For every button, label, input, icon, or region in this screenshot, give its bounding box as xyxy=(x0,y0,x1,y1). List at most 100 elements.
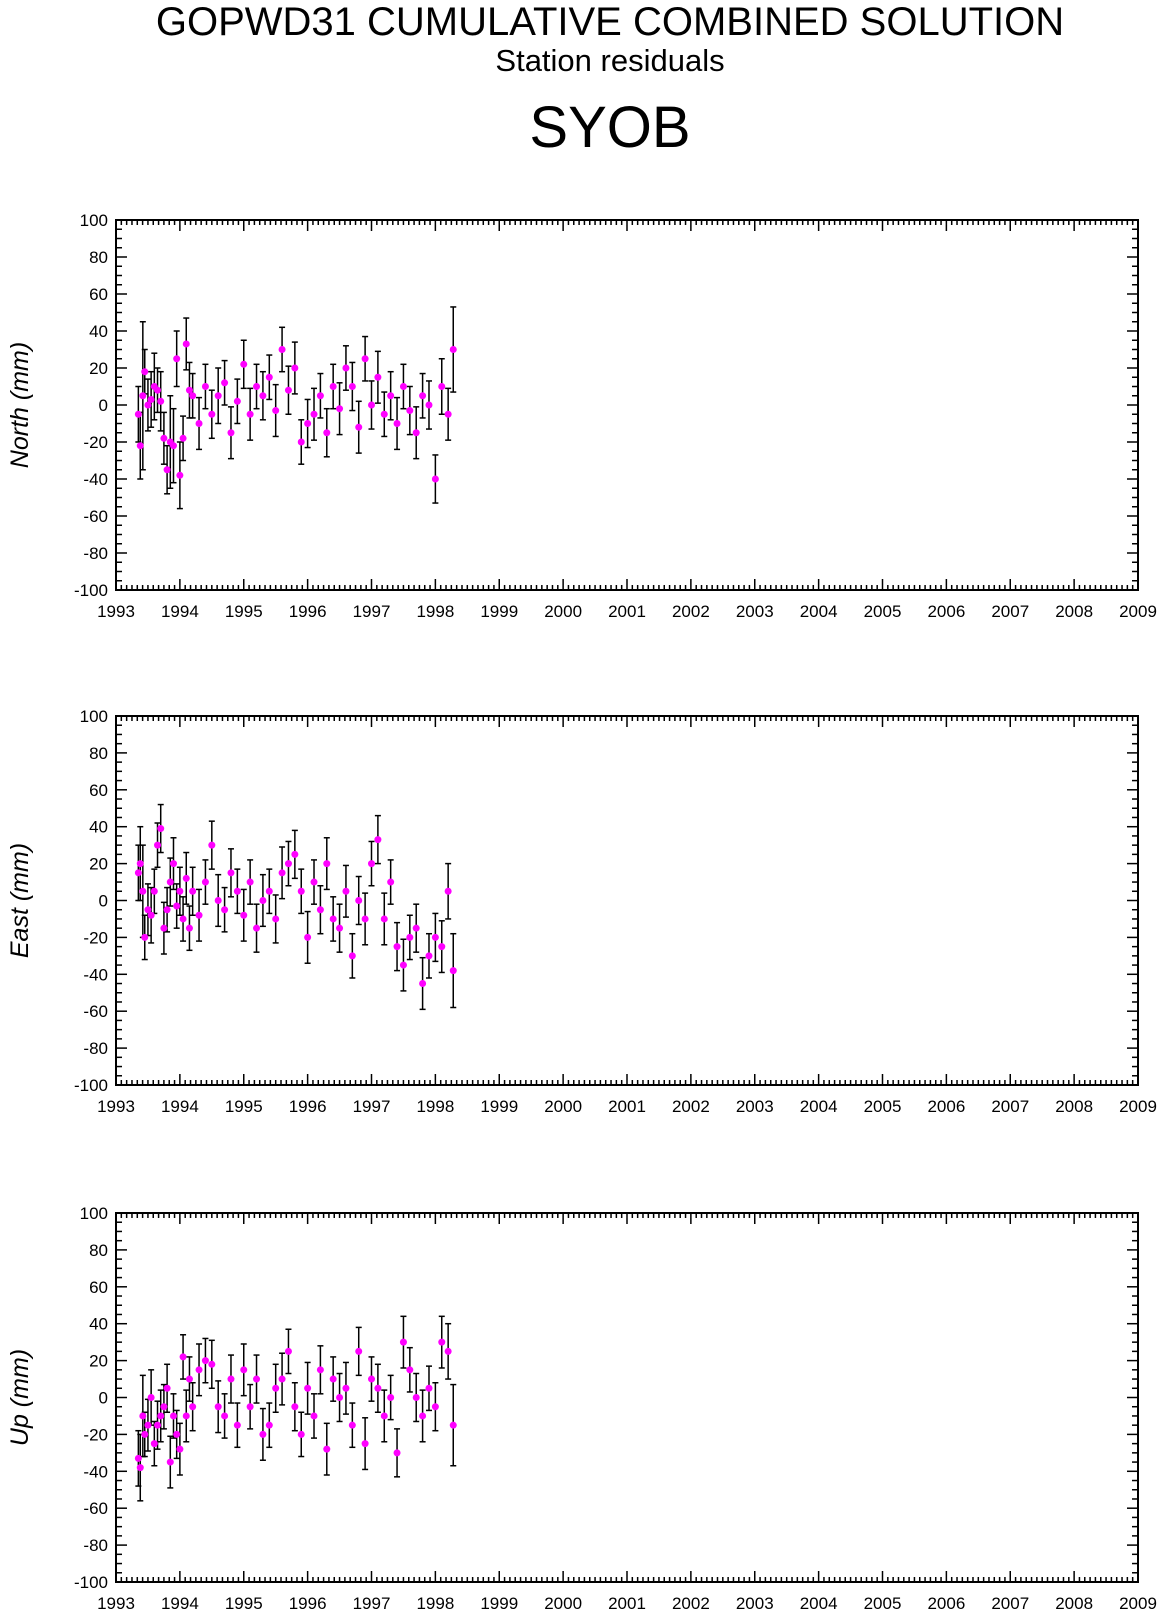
data-point xyxy=(399,383,407,390)
y-tick-label: -60 xyxy=(83,1499,108,1518)
data-point xyxy=(323,429,331,437)
data-point xyxy=(173,1430,181,1438)
data-point xyxy=(355,1347,363,1355)
chart-panel-0: 100 80 60 40 20 0 -20 -40 -60 -80 -100 1993 1994 1995… xyxy=(6,211,1157,621)
x-tick-label: 1994 xyxy=(161,1097,199,1116)
data-point xyxy=(141,1430,149,1438)
data-point xyxy=(208,410,216,418)
data-point xyxy=(297,887,305,895)
data-point xyxy=(291,364,299,372)
x-tick-label: 1993 xyxy=(97,1594,135,1613)
x-tick-label: 1994 xyxy=(161,602,199,621)
data-point xyxy=(342,887,350,895)
data-point xyxy=(412,429,420,437)
data-point xyxy=(246,1403,254,1411)
y-tick-label: -20 xyxy=(83,433,108,452)
data-point xyxy=(136,1464,144,1472)
data-point xyxy=(361,915,369,923)
data-point xyxy=(348,952,356,960)
data-point xyxy=(208,1360,216,1368)
y-tick-label: 80 xyxy=(89,248,108,267)
data-point xyxy=(182,340,190,348)
x-tick-label: 2000 xyxy=(544,602,582,621)
data-point xyxy=(160,1403,168,1411)
x-tick-label: 1994 xyxy=(161,1594,199,1613)
data-point xyxy=(406,1366,414,1374)
data-point xyxy=(154,841,162,849)
data-point xyxy=(134,1454,142,1462)
data-point xyxy=(304,1384,312,1392)
data-point xyxy=(163,906,171,914)
x-tick-label: 2001 xyxy=(608,1097,646,1116)
data-point xyxy=(348,1421,356,1429)
data-point xyxy=(182,874,190,882)
y-tick-label: 40 xyxy=(89,1315,108,1334)
data-point xyxy=(195,420,203,427)
data-point xyxy=(144,1421,152,1429)
x-tick-label: 2005 xyxy=(864,602,902,621)
data-point xyxy=(374,373,382,381)
data-point xyxy=(265,887,273,895)
station-title: SYOB xyxy=(529,95,691,160)
y-tick-label: 0 xyxy=(99,1389,108,1408)
y-tick-label: 0 xyxy=(99,396,108,415)
data-point xyxy=(189,392,197,400)
data-point xyxy=(444,410,452,418)
x-tick-label: 1996 xyxy=(289,1097,327,1116)
data-point xyxy=(342,364,350,372)
sub-title: Station residuals xyxy=(495,43,725,78)
data-point xyxy=(227,429,235,437)
data-point xyxy=(425,401,433,409)
x-tick-label: 1997 xyxy=(353,1594,391,1613)
data-point xyxy=(284,860,292,868)
data-point xyxy=(185,386,193,394)
data-point xyxy=(329,1375,337,1383)
x-tick-label: 2003 xyxy=(736,602,774,621)
data-point xyxy=(265,373,273,381)
y-tick-label: 100 xyxy=(80,1204,108,1223)
data-point xyxy=(278,346,286,353)
data-point xyxy=(431,933,439,941)
data-point xyxy=(329,915,337,923)
data-point xyxy=(399,961,407,969)
data-point xyxy=(221,379,229,387)
data-point xyxy=(291,850,299,858)
x-tick-label: 2005 xyxy=(864,1097,902,1116)
y-tick-label: -100 xyxy=(74,581,108,600)
data-point xyxy=(438,1338,446,1346)
data-point xyxy=(425,1384,433,1392)
data-point xyxy=(189,887,197,895)
data-point xyxy=(189,1403,197,1411)
data-point xyxy=(291,1403,299,1411)
data-point xyxy=(431,1403,439,1411)
data-point xyxy=(214,392,222,400)
data-point xyxy=(227,1375,235,1383)
x-tick-label: 2008 xyxy=(1055,1097,1093,1116)
data-point xyxy=(240,911,248,919)
x-tick-label: 2009 xyxy=(1119,1594,1157,1613)
data-point xyxy=(182,1412,190,1420)
x-tick-label: 2000 xyxy=(544,1097,582,1116)
data-point xyxy=(201,1357,209,1365)
y-tick-label: -100 xyxy=(74,1076,108,1095)
data-point xyxy=(265,1421,273,1429)
y-tick-label: 80 xyxy=(89,1241,108,1260)
data-point xyxy=(160,924,168,932)
data-point xyxy=(399,1338,407,1346)
data-point xyxy=(387,392,395,400)
data-point xyxy=(278,869,286,877)
x-tick-label: 2002 xyxy=(672,1594,710,1613)
data-point xyxy=(310,1412,318,1420)
data-point xyxy=(157,1412,165,1420)
main-title: GOPWD31 CUMULATIVE COMBINED SOLUTION xyxy=(155,0,1065,44)
y-tick-label: 100 xyxy=(80,211,108,230)
data-point xyxy=(444,1347,452,1355)
y-tick-label: 80 xyxy=(89,744,108,763)
data-point xyxy=(176,887,184,895)
x-tick-label: 1999 xyxy=(480,1097,518,1116)
data-point xyxy=(240,1366,248,1374)
data-point xyxy=(449,346,457,353)
data-point xyxy=(419,980,427,988)
data-point xyxy=(154,1421,162,1429)
